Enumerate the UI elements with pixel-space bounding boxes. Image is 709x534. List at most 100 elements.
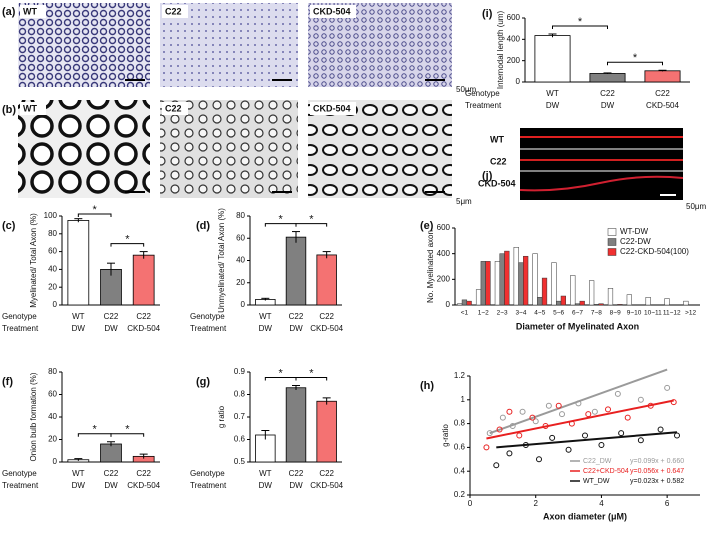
row-label: Genotype — [2, 312, 37, 321]
bar — [132, 254, 155, 306]
y-axis-label: Onion bulb formation (%) — [29, 372, 38, 461]
x-tick-label: CKD-504 — [127, 481, 160, 490]
x-tick-label: DW — [72, 324, 86, 333]
y-tick-label: 60 — [48, 390, 57, 399]
fiber — [519, 175, 684, 192]
x-tick-label: 4 — [599, 499, 604, 508]
bar — [626, 294, 632, 306]
y-tick-label: 20 — [236, 278, 245, 287]
bar — [560, 295, 566, 306]
x-tick-label: C22 — [289, 312, 304, 321]
image-label: WT — [23, 6, 37, 16]
image-label: WT — [23, 103, 37, 113]
y-tick-label: 20 — [48, 282, 57, 291]
x-tick-label: DW — [259, 481, 273, 490]
label-box — [310, 5, 356, 18]
label-box — [162, 5, 188, 18]
x-tick-label: 11~12 — [663, 310, 681, 317]
x-tick-label: WT — [546, 89, 559, 98]
scale-label: 50μm — [686, 202, 707, 211]
bar — [316, 400, 337, 463]
significance-bracket — [295, 377, 328, 381]
fit-label: y=0.099x + 0.660 — [630, 458, 684, 465]
x-tick-label: WT — [72, 312, 85, 321]
bar — [457, 303, 463, 306]
point — [496, 426, 503, 433]
significance: * — [93, 204, 98, 216]
point — [618, 430, 625, 437]
x-tick-label: 1~2 — [478, 310, 489, 317]
bar — [480, 261, 486, 306]
x-tick-label: C22 — [600, 89, 615, 98]
bar — [541, 277, 548, 306]
significance: * — [309, 213, 314, 225]
significance: * — [279, 213, 284, 225]
point — [585, 411, 592, 418]
label-box — [20, 5, 46, 18]
image-label: CKD-504 — [478, 178, 516, 188]
panel-letter: (a) — [2, 6, 16, 18]
bar — [537, 297, 543, 306]
y-tick-label: 0.8 — [454, 419, 466, 428]
bar — [499, 253, 505, 306]
y-tick-label: 1 — [461, 395, 466, 404]
bar — [285, 387, 307, 463]
y-tick-label: 0.4 — [454, 466, 466, 475]
bar — [664, 298, 670, 306]
point — [624, 414, 631, 421]
y-tick-label: 80 — [48, 229, 57, 238]
bar — [617, 304, 623, 306]
row-label: Treatment — [190, 481, 227, 490]
y-tick-label: 40 — [48, 265, 57, 274]
x-tick-label: 6~7 — [572, 310, 583, 317]
row-label: Treatment — [2, 324, 39, 333]
x-tick-label: 0 — [468, 499, 473, 508]
significance: * — [279, 367, 284, 379]
x-tick-label: C22 — [319, 469, 334, 478]
x-tick-label: C22 — [136, 312, 151, 321]
x-tick-label: C22 — [104, 469, 119, 478]
point — [516, 432, 523, 439]
x-tick-label: 3~4 — [515, 310, 526, 317]
x-tick-label: DW — [289, 481, 303, 490]
bar — [579, 300, 585, 306]
row-label: Treatment — [465, 101, 502, 110]
x-tick-label: 5~6 — [553, 310, 564, 317]
bar — [100, 443, 122, 463]
x-tick-label: DW — [104, 481, 118, 490]
scale-label: 50μm — [456, 85, 477, 94]
bar — [607, 288, 614, 306]
bar — [551, 262, 557, 306]
scale-label: 5μm — [456, 197, 472, 206]
point — [591, 408, 598, 415]
micrograph — [520, 128, 683, 200]
panel-letter: (j) — [482, 170, 493, 182]
x-axis-label: Axon diameter (μM) — [543, 511, 627, 521]
bar — [645, 297, 651, 306]
bar — [475, 289, 482, 306]
x-tick-label: DW — [72, 481, 86, 490]
significance: * — [93, 424, 98, 436]
x-tick-label: CKD-504 — [310, 481, 343, 490]
point — [674, 432, 680, 439]
point — [536, 456, 542, 463]
point — [549, 434, 556, 441]
point — [545, 402, 552, 409]
x-tick-label: >12 — [685, 310, 696, 317]
legend-label: C22-DW — [620, 237, 651, 246]
y-tick-label: 80 — [48, 367, 57, 376]
y-tick-label: 0.2 — [454, 490, 466, 499]
x-tick-label: DW — [104, 324, 118, 333]
y-tick-label: 0.6 — [234, 435, 246, 444]
fit-line — [496, 431, 678, 449]
row-label: Genotype — [190, 469, 225, 478]
bar — [589, 73, 626, 83]
x-tick-label: C22 — [136, 469, 151, 478]
significance-bracket — [110, 243, 145, 247]
x-tick-label: CKD-504 — [310, 324, 343, 333]
bar — [593, 304, 599, 306]
row-label: Genotype — [190, 312, 225, 321]
point — [555, 402, 562, 409]
legend-label: C22-CKD-504(100) — [620, 247, 689, 256]
point — [605, 406, 611, 413]
